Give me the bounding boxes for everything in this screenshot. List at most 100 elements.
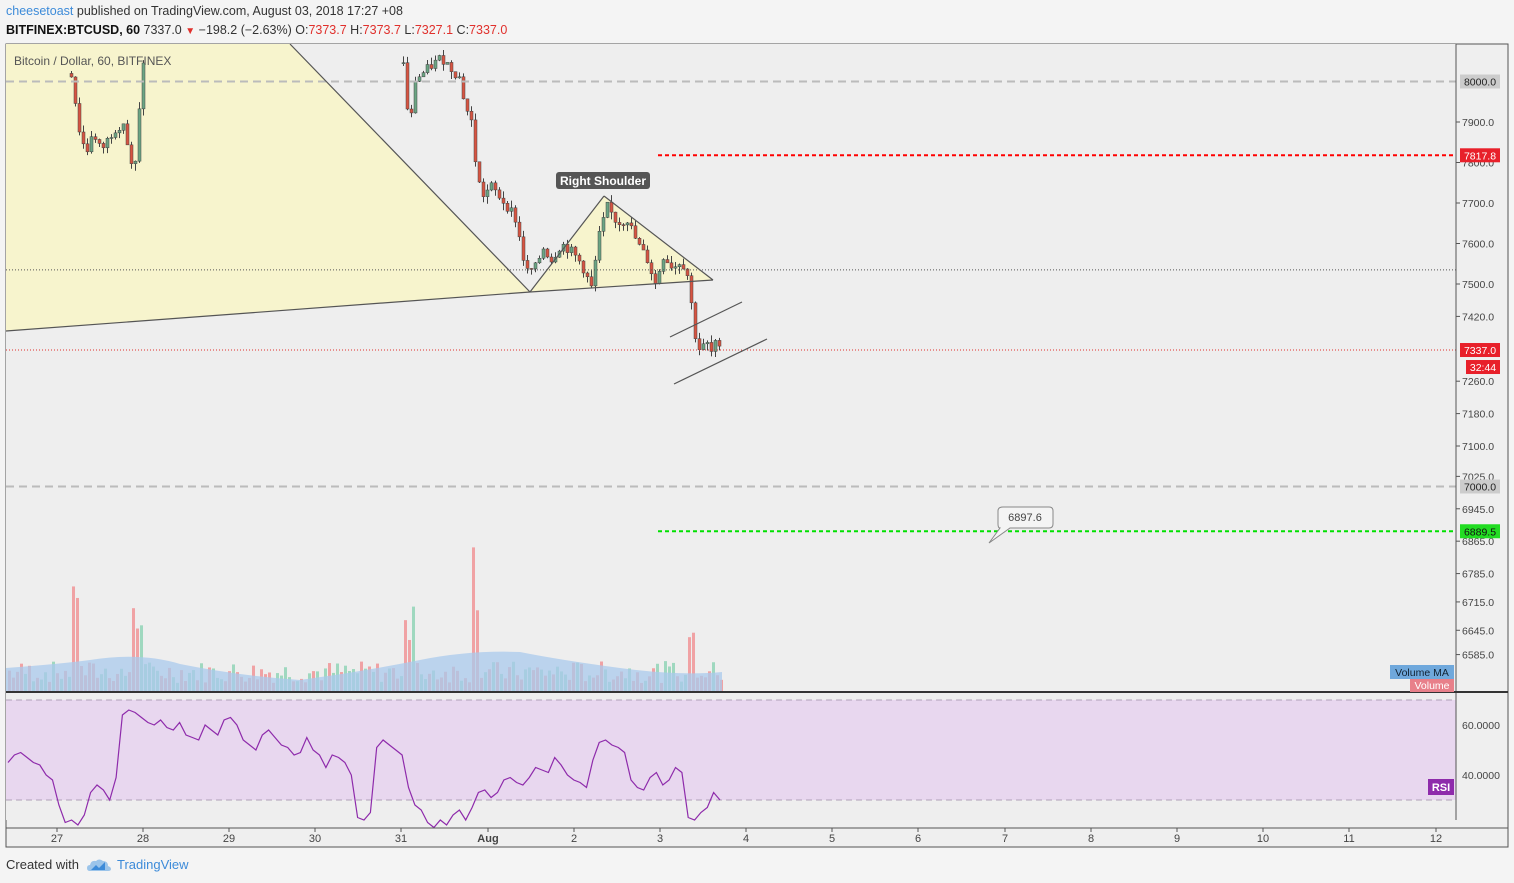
candle-body: [417, 76, 422, 82]
chart-header: cheesetoast published on TradingView.com…: [0, 0, 1514, 42]
x-tick-label: 6: [915, 833, 921, 845]
candle-body: [589, 276, 594, 287]
volume-bar: [412, 606, 415, 691]
candle-body: [581, 260, 586, 274]
volume-bar: [692, 632, 695, 691]
high-label: H:: [350, 23, 363, 37]
x-tick-label: 5: [829, 833, 835, 845]
x-tick-label: 12: [1430, 833, 1442, 845]
candle-body: [697, 338, 702, 350]
axis-layer: 7900.07800.07700.07600.07500.07420.07260…: [6, 44, 1508, 845]
level-label: 6889.5: [1464, 526, 1496, 538]
candle-body: [105, 138, 110, 149]
candle-body: [657, 271, 662, 284]
y-tick-label: 7180.0: [1462, 409, 1494, 421]
close-value: 7337.0: [469, 23, 508, 37]
volume-bar: [688, 637, 691, 691]
candle-body: [401, 62, 406, 64]
x-tick-label: 30: [309, 833, 321, 845]
y-tick-label: 6645.0: [1462, 625, 1494, 637]
x-tick-label: 31: [395, 833, 407, 845]
candle-body: [429, 64, 434, 69]
level-label: 7000.0: [1464, 482, 1496, 494]
legend-volume-bg: [1410, 679, 1454, 692]
y-tick-label: 7260.0: [1462, 376, 1494, 388]
candle-body: [625, 222, 630, 226]
candle-body: [669, 262, 674, 269]
y-tick-label: 6945.0: [1462, 504, 1494, 516]
right-shoulder-label-bg: [556, 172, 650, 189]
x-tick-label: 28: [137, 833, 149, 845]
volume-ma-area: [6, 651, 722, 691]
y-tick-label: 7600.0: [1462, 239, 1494, 251]
candle-body: [409, 108, 414, 114]
down-arrow-icon: ▼: [185, 26, 196, 37]
publish-info: cheesetoast published on TradingView.com…: [6, 4, 403, 18]
author-link[interactable]: cheesetoast: [6, 4, 74, 18]
candle-body: [513, 207, 518, 223]
candle-body: [701, 343, 706, 350]
trend-line: [603, 195, 714, 281]
level-label-bg: [1460, 148, 1500, 163]
last-price: 7337.0: [143, 23, 182, 37]
x-tick-label: Aug: [477, 833, 498, 845]
trend-line: [669, 301, 743, 338]
countdown-bg: [1466, 360, 1500, 375]
candle-body: [129, 144, 134, 164]
x-tick-label: 8: [1088, 833, 1094, 845]
candle-body: [709, 342, 714, 352]
candle-body: [549, 256, 554, 263]
rsi-tick-label: 60.0000: [1462, 720, 1500, 732]
candle-body: [413, 81, 418, 114]
volume-layer: [6, 547, 723, 691]
symbol-label[interactable]: BITFINEX:BTCUSD, 60: [6, 23, 141, 37]
candle-body: [441, 55, 446, 65]
candle-body: [637, 238, 642, 245]
candle-body: [493, 182, 498, 191]
candle-body: [421, 72, 426, 78]
candle-body: [81, 131, 86, 145]
legend-volume-ma: Volume MA: [1395, 667, 1449, 679]
candle-layer: [69, 50, 722, 357]
candle-body: [69, 73, 74, 78]
volume-bar: [472, 547, 475, 691]
candle-body: [661, 259, 666, 272]
pattern-layer: [6, 44, 713, 331]
candle-body: [517, 221, 522, 238]
candle-body: [541, 248, 546, 259]
candle-body: [481, 181, 486, 197]
trend-line: [289, 43, 531, 293]
low-value: 7327.1: [414, 23, 454, 37]
x-tick-label: 10: [1257, 833, 1269, 845]
candle-body: [681, 264, 686, 270]
candle-body: [509, 207, 514, 212]
y-tick-label: 7420.0: [1462, 311, 1494, 323]
open-value: 7373.7: [308, 23, 347, 37]
right-shoulder-fill: [530, 196, 713, 292]
candle-body: [449, 62, 454, 72]
low-label: L:: [404, 23, 415, 37]
volume-bar: [76, 597, 79, 691]
tradingview-logo[interactable]: TradingView: [86, 857, 189, 872]
y-tick-label: 6715.0: [1462, 597, 1494, 609]
rsi-line: [7, 709, 721, 829]
candle-body: [653, 273, 658, 284]
y-tick-label: 6785.0: [1462, 569, 1494, 581]
price-callout-label: 6897.6: [1008, 512, 1042, 524]
trend-line: [673, 338, 768, 385]
trend-layer: [5, 43, 768, 385]
rsi-label: RSI: [1432, 782, 1450, 794]
x-tick-label: 4: [743, 833, 749, 845]
candle-body: [469, 111, 474, 121]
candle-body: [609, 201, 614, 213]
close-label: C:: [456, 23, 470, 37]
candle-body: [537, 258, 542, 264]
candle-body: [89, 136, 94, 153]
countdown-label: 32:44: [1470, 362, 1496, 374]
rsi-tick-label: 40.0000: [1462, 770, 1500, 782]
candle-body: [489, 182, 494, 191]
level-label: 8000.0: [1464, 77, 1496, 89]
label-layer: 8000.0 7817.8 7000.0 6889.5 7337.0 32:44 Right…: [556, 74, 1500, 795]
candle-body: [613, 211, 618, 223]
